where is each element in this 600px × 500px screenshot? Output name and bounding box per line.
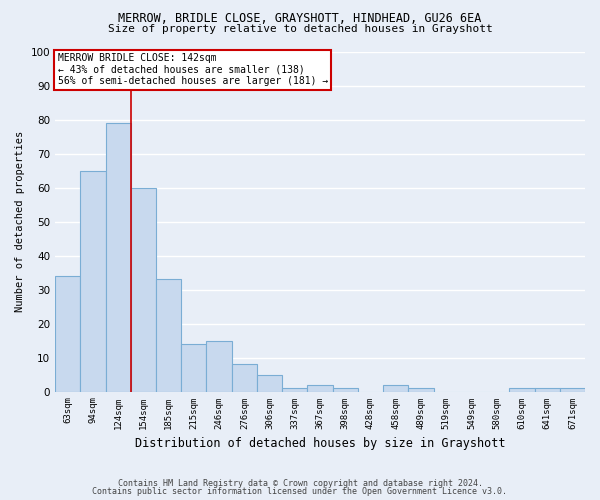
X-axis label: Distribution of detached houses by size in Grayshott: Distribution of detached houses by size … [135, 437, 505, 450]
Bar [307, 385, 332, 392]
Bar [55, 276, 80, 392]
Text: Size of property relative to detached houses in Grayshott: Size of property relative to detached ho… [107, 24, 493, 34]
Text: Contains HM Land Registry data © Crown copyright and database right 2024.: Contains HM Land Registry data © Crown c… [118, 478, 482, 488]
Bar [131, 188, 156, 392]
Bar [257, 374, 282, 392]
Text: Contains public sector information licensed under the Open Government Licence v3: Contains public sector information licen… [92, 488, 508, 496]
Text: MERROW, BRIDLE CLOSE, GRAYSHOTT, HINDHEAD, GU26 6EA: MERROW, BRIDLE CLOSE, GRAYSHOTT, HINDHEA… [118, 12, 482, 26]
Bar [80, 170, 106, 392]
Bar [156, 280, 181, 392]
Bar [106, 123, 131, 392]
Bar [232, 364, 257, 392]
Bar [383, 385, 409, 392]
Y-axis label: Number of detached properties: Number of detached properties [15, 131, 25, 312]
Bar [409, 388, 434, 392]
Bar [332, 388, 358, 392]
Bar [181, 344, 206, 392]
Bar [282, 388, 307, 392]
Bar [206, 340, 232, 392]
Text: MERROW BRIDLE CLOSE: 142sqm
← 43% of detached houses are smaller (138)
56% of se: MERROW BRIDLE CLOSE: 142sqm ← 43% of det… [58, 53, 328, 86]
Bar [509, 388, 535, 392]
Bar [560, 388, 585, 392]
Bar [535, 388, 560, 392]
